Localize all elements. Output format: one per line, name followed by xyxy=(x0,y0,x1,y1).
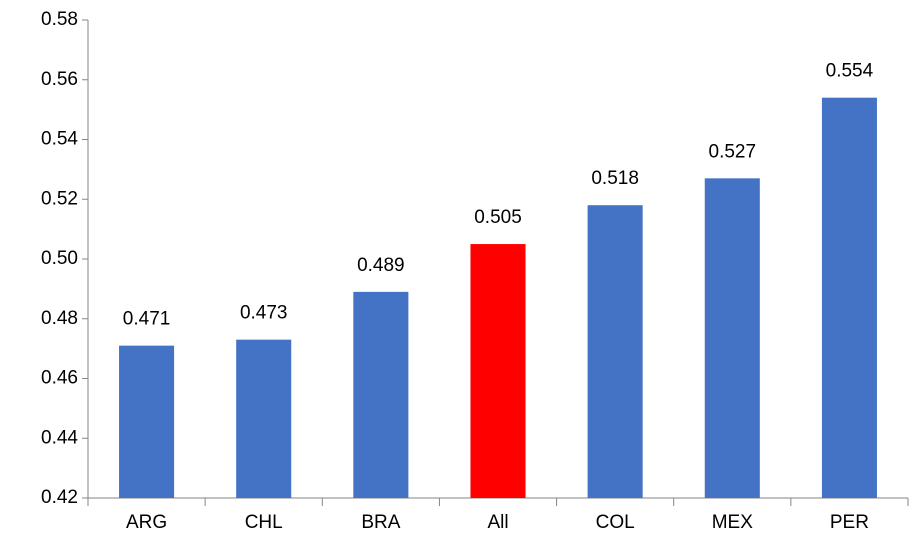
data-label: 0.554 xyxy=(826,61,874,82)
y-tick-label: 0.44 xyxy=(41,427,78,448)
y-tick-label: 0.46 xyxy=(41,368,78,389)
bar xyxy=(119,345,175,498)
y-tick-label: 0.50 xyxy=(41,248,78,269)
x-tick-label: CHL xyxy=(245,512,283,533)
x-tick-label: COL xyxy=(596,512,635,533)
x-tick-label: BRA xyxy=(361,512,400,533)
y-tick-label: 0.42 xyxy=(41,487,78,508)
x-tick-label: MEX xyxy=(712,512,754,533)
bar xyxy=(587,205,643,498)
bar xyxy=(821,97,877,499)
y-tick-label: 0.48 xyxy=(41,308,78,329)
x-tick-label: ARG xyxy=(126,512,167,533)
y-tick-label: 0.56 xyxy=(41,69,78,90)
y-tick-label: 0.58 xyxy=(41,9,78,30)
y-tick-label: 0.52 xyxy=(41,188,78,209)
data-label: 0.505 xyxy=(474,207,522,228)
bar xyxy=(353,291,409,498)
x-tick-label: PER xyxy=(830,512,869,533)
bar xyxy=(470,244,526,498)
bar xyxy=(236,339,292,498)
x-tick-label: All xyxy=(487,512,508,533)
data-label: 0.527 xyxy=(709,141,757,162)
data-label: 0.518 xyxy=(591,168,639,189)
data-label: 0.473 xyxy=(240,303,288,324)
data-label: 0.471 xyxy=(123,309,171,330)
data-label: 0.489 xyxy=(357,255,405,276)
bar xyxy=(704,178,760,498)
y-tick-label: 0.54 xyxy=(41,129,78,150)
